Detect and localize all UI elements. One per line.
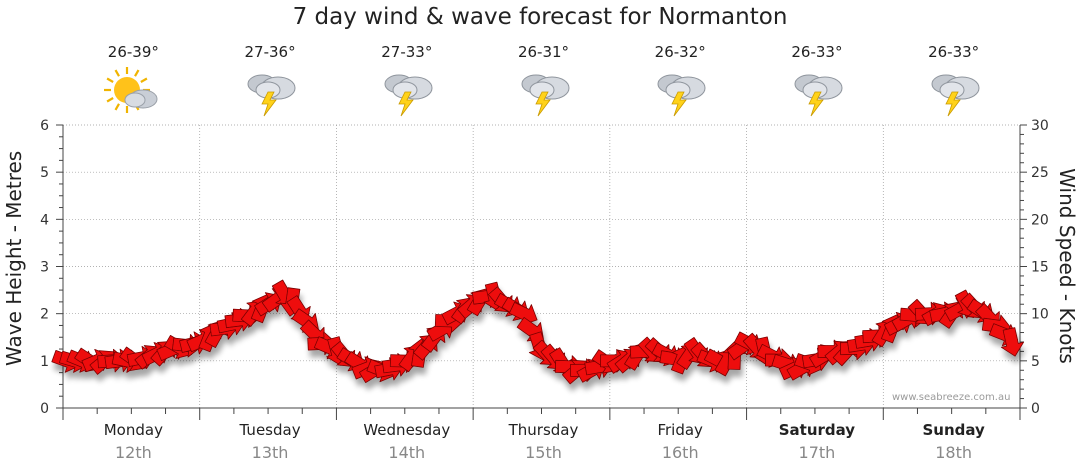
day-name-label: Tuesday — [239, 421, 301, 439]
right-tick-label: 0 — [1031, 401, 1040, 417]
thunderstorm-icon — [240, 66, 304, 120]
day-date-label: 12th — [114, 443, 152, 462]
day-name-label: Thursday — [508, 421, 579, 439]
left-tick-label: 6 — [40, 118, 49, 134]
wind-arrow — [1001, 327, 1024, 357]
day-date-label: 16th — [661, 443, 699, 462]
day-name-label: Monday — [103, 421, 163, 439]
watermark: www.seabreeze.com.au — [892, 392, 1011, 403]
right-tick-label: 10 — [1031, 307, 1049, 323]
right-tick-label: 20 — [1031, 212, 1049, 228]
day-date-label: 17th — [798, 443, 836, 462]
thunderstorm-icon — [377, 66, 441, 120]
day-temperature-range: 27-33° — [381, 43, 433, 61]
day-temperature-range: 27-36° — [244, 43, 296, 61]
day-date-label: 18th — [935, 443, 973, 462]
day-temperature-range: 26-39° — [107, 43, 159, 61]
day-temperature-range: 26-32° — [654, 43, 706, 61]
thunderstorm-icon — [650, 66, 714, 120]
day-temperature-range: 26-33° — [928, 43, 980, 61]
day-date-label: 15th — [525, 443, 562, 462]
left-tick-label: 2 — [40, 307, 49, 323]
left-tick-label: 0 — [40, 401, 49, 417]
wind-arrows — [51, 279, 1024, 385]
day-temperature-range: 26-31° — [517, 43, 570, 61]
day-name-label: Wednesday — [363, 421, 451, 439]
left-tick-label: 3 — [40, 260, 49, 276]
left-tick-label: 4 — [40, 212, 49, 228]
chart-title: 7 day wind & wave forecast for Normanton — [292, 4, 788, 30]
right-tick-label: 15 — [1031, 260, 1049, 276]
day-name-label: Saturday — [778, 421, 856, 439]
day-date-label: 13th — [251, 443, 289, 462]
gridlines — [63, 124, 1020, 408]
day-date-label: 14th — [388, 443, 426, 462]
day-name-label: Sunday — [922, 421, 985, 439]
axes: 0 1 2 3 4 5 6 0 5 10 15 20 25 30 — [40, 118, 1049, 420]
day-name-label: Friday — [657, 421, 703, 439]
thunderstorm-icon — [514, 66, 578, 120]
thunderstorm-icon — [924, 66, 988, 120]
day-temperature-range: 26-33° — [791, 43, 843, 61]
right-tick-label: 25 — [1031, 165, 1049, 181]
partly-cloudy-sun-icon — [103, 66, 167, 120]
right-tick-label: 30 — [1031, 118, 1049, 134]
thunderstorm-icon — [787, 66, 851, 120]
right-tick-label: 5 — [1031, 354, 1040, 370]
left-tick-label: 1 — [40, 354, 49, 370]
left-tick-label: 5 — [40, 165, 49, 181]
